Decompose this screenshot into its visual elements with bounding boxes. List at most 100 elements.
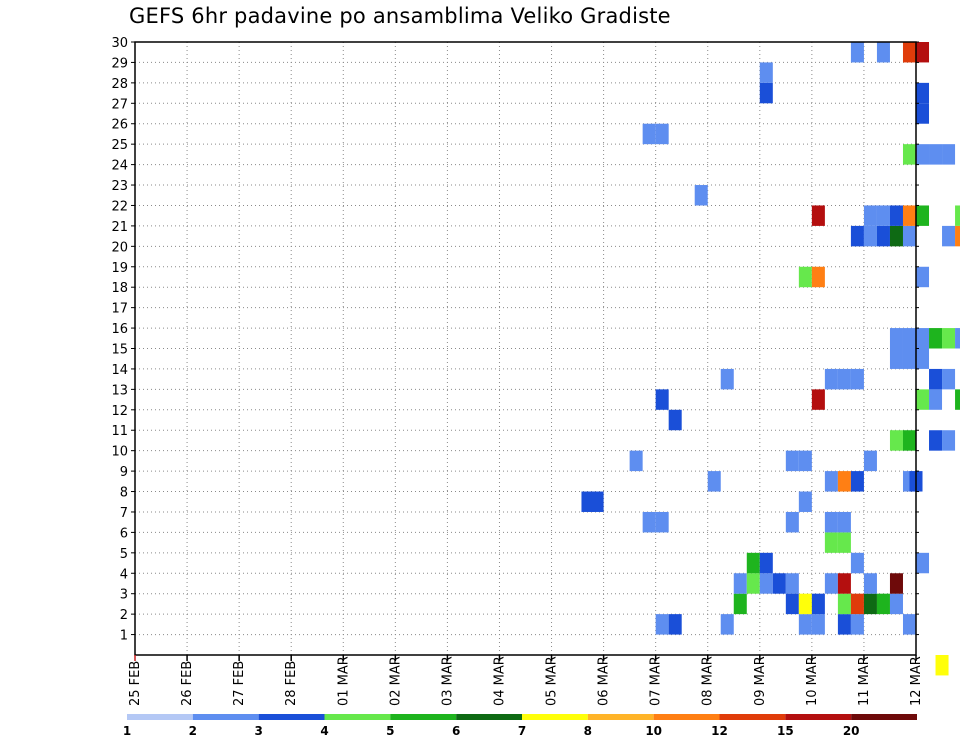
heat-cell: [902, 144, 916, 165]
heat-cell: [863, 593, 877, 615]
heat-cell: [707, 471, 721, 492]
legend-swatch: [785, 714, 852, 720]
heat-cell: [863, 450, 877, 472]
heat-cell: [798, 450, 812, 472]
legend-label: 1: [123, 724, 131, 738]
y-tick-label: 5: [120, 547, 128, 562]
legend-swatch: [127, 714, 193, 720]
heat-cell: [902, 328, 916, 349]
heat-cell: [902, 348, 916, 369]
x-tick-label: 09 MAR: [753, 656, 768, 706]
heat-cell: [942, 368, 956, 390]
y-tick-label: 12: [111, 404, 128, 419]
x-tick-label: 06 MAR: [597, 656, 612, 706]
legend-label: 2: [189, 724, 197, 738]
legend-swatch: [851, 714, 917, 720]
legend-label: 6: [452, 724, 460, 738]
heat-cell: [837, 532, 851, 553]
legend-label: 20: [843, 724, 860, 738]
heat-cell: [655, 389, 669, 410]
legend-swatch: [719, 714, 786, 720]
legend-swatch: [456, 714, 522, 720]
y-tick-label: 22: [111, 199, 128, 214]
heat-cell: [811, 593, 825, 615]
heat-cell: [876, 42, 890, 63]
heat-cell: [916, 42, 930, 63]
heat-cell: [889, 573, 903, 594]
y-tick-label: 18: [111, 281, 128, 296]
legend-swatch: [587, 714, 654, 720]
heat-cell: [942, 144, 956, 165]
heat-cell: [902, 205, 916, 226]
heat-cell: [759, 62, 773, 83]
y-tick-label: 28: [111, 77, 128, 92]
heat-cell: [889, 328, 903, 349]
y-tick-label: 29: [111, 56, 128, 71]
y-tick-label: 24: [111, 159, 128, 174]
heat-cell: [837, 368, 851, 390]
x-tick-label: 28 FEB: [284, 661, 299, 706]
heat-cell: [733, 573, 747, 594]
legend-label: 10: [645, 724, 662, 738]
y-tick-label: 13: [111, 383, 128, 398]
heat-cell: [876, 593, 890, 615]
x-tick-label: 26 FEB: [180, 661, 195, 706]
x-tick-label: 02 MAR: [388, 656, 403, 706]
y-tick-label: 16: [111, 322, 128, 337]
heat-cell: [824, 532, 838, 553]
heat-cell: [759, 573, 773, 594]
heat-cell: [746, 573, 760, 594]
heat-cell: [929, 430, 943, 451]
y-tick-label: 8: [120, 486, 128, 501]
y-tick-label: 1: [120, 629, 128, 644]
heat-cell: [746, 552, 760, 574]
heat-cell: [850, 552, 864, 574]
heat-cell: [916, 389, 930, 410]
heat-cell: [798, 593, 812, 615]
y-tick-label: 7: [120, 506, 128, 521]
heat-cell: [929, 144, 943, 165]
legend-swatch: [258, 714, 325, 720]
legend-swatch: [653, 714, 720, 720]
heat-cell: [916, 103, 930, 124]
heat-cell: [902, 225, 916, 247]
heat-cell: [733, 593, 747, 615]
heat-cell: [850, 471, 864, 492]
heat-cell: [850, 42, 864, 63]
heat-cell: [916, 266, 930, 288]
heat-cell: [876, 205, 890, 226]
legend-label: 15: [777, 724, 794, 738]
heat-cell: [935, 655, 949, 676]
y-tick-label: 9: [120, 465, 128, 480]
heat-cell: [720, 614, 734, 635]
x-tick-label: 12 MAR: [909, 656, 924, 706]
y-tick-label: 30: [111, 36, 128, 51]
legend-label: 7: [518, 724, 526, 738]
y-tick-label: 25: [111, 138, 128, 153]
y-tick-label: 14: [111, 363, 128, 378]
y-tick-label: 23: [111, 179, 128, 194]
heat-cell: [811, 389, 825, 410]
heat-cell: [902, 430, 916, 451]
legend-label: 3: [254, 724, 262, 738]
x-tick-label: 07 MAR: [649, 656, 664, 706]
x-tick-label: 11 MAR: [857, 656, 872, 706]
heat-cell: [850, 614, 864, 635]
heat-cell: [916, 82, 930, 104]
heat-cell: [720, 368, 734, 390]
heat-cell: [811, 205, 825, 226]
heat-cell: [929, 328, 943, 349]
y-tick-label: 26: [111, 118, 128, 133]
y-tick-label: 20: [111, 240, 128, 255]
y-tick-label: 3: [120, 588, 128, 603]
heat-cell: [902, 42, 916, 63]
y-tick-label: 10: [111, 445, 128, 460]
legend-label: 5: [386, 724, 394, 738]
heat-cell: [889, 205, 903, 226]
y-tick-label: 19: [111, 261, 128, 276]
heat-cell: [811, 614, 825, 635]
heat-cell: [824, 573, 838, 594]
heat-cell: [798, 614, 812, 635]
heat-cell: [837, 511, 851, 533]
